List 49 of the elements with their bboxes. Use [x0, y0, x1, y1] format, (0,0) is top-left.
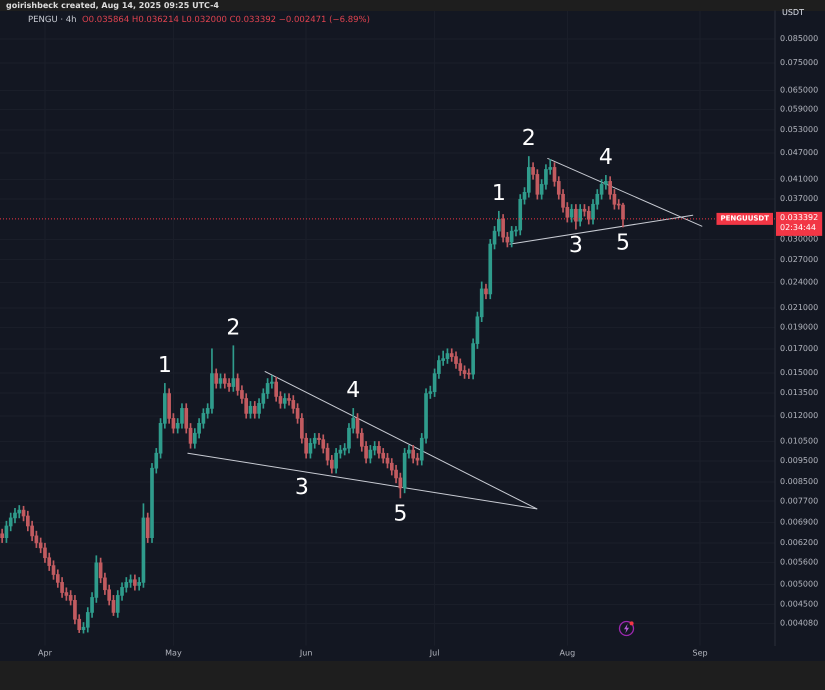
annotation: 2	[226, 315, 240, 340]
x-tick-label: Jul	[428, 648, 440, 658]
text: goirishbeck created, Aug 14, 2025 09:25 UTC-4	[6, 1, 219, 10]
y-tick-label: 0.017000	[780, 344, 818, 353]
x-tick-label: May	[165, 648, 182, 658]
annotation: 5	[616, 230, 630, 256]
annotation: 4	[346, 378, 360, 404]
annotation: 1	[158, 353, 172, 378]
y-tick-label: 0.021000	[780, 303, 818, 312]
y-tick-label: 0.024000	[780, 277, 818, 286]
y-tick-label: 0.027000	[780, 254, 818, 264]
y-tick-label: 0.019000	[780, 322, 818, 332]
annotation: 4	[598, 145, 613, 170]
annotation: 3	[294, 474, 309, 500]
y-tick-label: 0.053000	[780, 124, 818, 134]
y-tick-label: 0.013500	[780, 388, 818, 398]
y-tick-label: 0.012000	[780, 410, 818, 420]
y-tick-label: 0.030000	[780, 234, 818, 244]
y-tick-label: 0.005000	[780, 579, 818, 588]
y-tick-label: 0.006900	[780, 517, 818, 526]
x-tick-label: Aug	[560, 648, 576, 658]
y-tick-label: 0.004080	[780, 618, 818, 628]
y-tick-label: 0.008500	[780, 477, 818, 486]
y-tick-label: 0.085000	[780, 34, 818, 44]
x-tick-label: Sep	[692, 648, 708, 658]
x-tick-label: Apr	[38, 648, 53, 658]
annotation: 2	[522, 126, 536, 152]
annotation: 1	[492, 180, 506, 206]
y-tick-label: 0.009500	[780, 456, 818, 465]
y-tick-label: 0.005600	[780, 558, 818, 567]
y-tick-label: 0.015000	[780, 368, 818, 377]
text: 0.033392	[780, 212, 818, 222]
annotation: 3	[568, 232, 583, 258]
text: PENGU · 4h	[28, 15, 77, 25]
x-tick-label: Jun	[298, 648, 312, 658]
y-tick-label: 0.006200	[780, 538, 818, 547]
y-tick-label: 0.007700	[780, 496, 818, 506]
y-tick-label: 0.004500	[780, 600, 818, 609]
y-tick-label: 0.010500	[780, 436, 818, 446]
y-tick-label: 0.041000	[780, 174, 818, 184]
y-tick-label: 0.075000	[780, 58, 818, 68]
y-tick-label: 0.065000	[780, 86, 818, 95]
annotation: 5	[393, 502, 408, 527]
text: 02:34:44	[780, 222, 816, 232]
text: O0.035864 H0.036214 L0.032000 C0.033392 −0.002471 (−6.89%)	[82, 15, 370, 25]
y-tick-label: 0.037000	[780, 194, 818, 204]
y-tick-label: 0.059000	[780, 104, 818, 114]
y-tick-label: 0.047000	[780, 148, 818, 158]
y-axis-title: USDT	[782, 8, 804, 18]
